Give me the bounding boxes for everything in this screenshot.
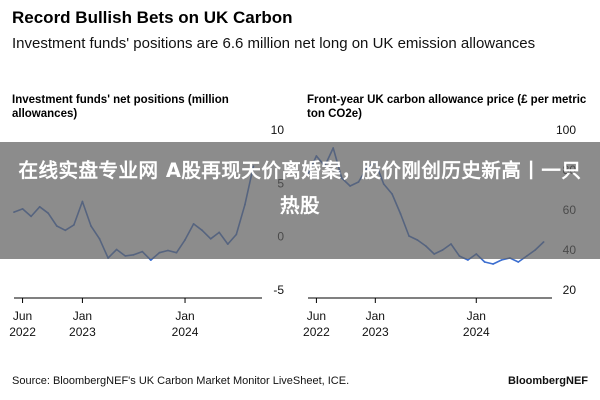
right-x-tick-label-1-0: Jan — [366, 309, 385, 323]
left-series-0-point-16 — [149, 259, 152, 261]
source-note: Source: BloombergNEF's UK Carbon Market … — [12, 375, 350, 387]
left-y-tick-label-3: -5 — [273, 283, 284, 297]
headline-text[interactable]: 在线实盘专业网 A股再现天价离婚案，股价刚创历史新高丨一只热股 — [18, 159, 582, 217]
right-x-tick-label-2-0: Jan — [467, 309, 486, 323]
right-x-tick-label-0-0: Jun — [307, 309, 326, 323]
chart-title: Record Bullish Bets on UK Carbon — [12, 8, 293, 27]
chart-subtitle: Investment funds' positions are 6.6 mill… — [12, 35, 536, 52]
right-y-tick-label-0: 100 — [556, 123, 576, 137]
left-x-tick-label-0-0: Jun — [13, 309, 32, 323]
right-x-tick-label-1-1: 2023 — [362, 325, 389, 339]
right-series-0-point-23 — [500, 259, 503, 261]
right-series-0-point-21 — [483, 261, 486, 263]
left-x-tick-label-2-0: Jan — [175, 309, 194, 323]
left-panel-title: Investment funds' net positions (million… — [12, 94, 229, 120]
right-series-0-point-22 — [492, 263, 494, 265]
brand-logo: BloombergNEF — [507, 375, 588, 387]
right-series-0-point-19 — [467, 259, 469, 261]
right-panel-title: Front-year UK carbon allowance price (£ … — [307, 94, 587, 120]
right-x-tick-label-2-1: 2024 — [463, 325, 490, 339]
left-x-tick-label-0-1: 2022 — [9, 325, 36, 339]
left-x-tick-label-1-0: Jan — [73, 309, 92, 323]
right-y-tick-label-4: 20 — [563, 283, 577, 297]
headline-overlay — [0, 142, 600, 259]
left-x-tick-label-1-1: 2023 — [69, 325, 96, 339]
left-y-tick-label-0: 10 — [271, 123, 285, 137]
left-x-tick-label-2-1: 2024 — [172, 325, 199, 339]
right-series-0-point-25 — [517, 261, 520, 263]
right-x-tick-label-0-1: 2022 — [303, 325, 330, 339]
